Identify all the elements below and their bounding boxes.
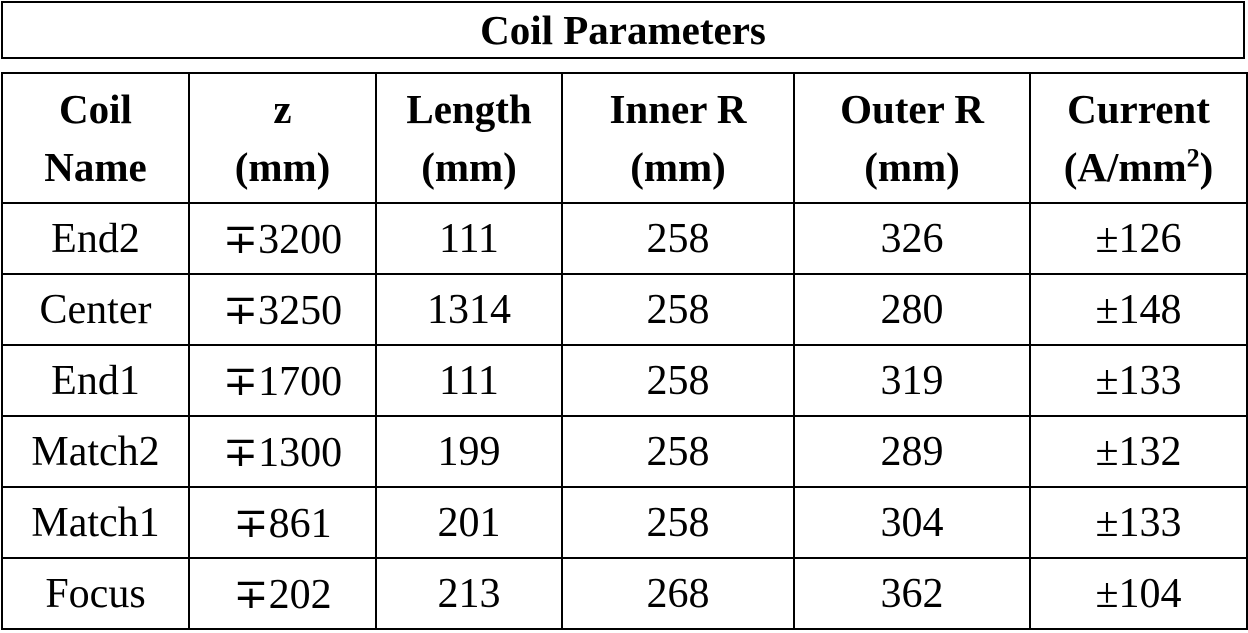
cell-z: ∓861	[188, 486, 377, 559]
cell-z: ∓3250	[188, 273, 377, 346]
cell-inner-r: 258	[561, 486, 795, 559]
cell-length: 1314	[375, 273, 563, 346]
superscript-2: 2	[1186, 143, 1200, 173]
header-coil-name: Coil Name	[1, 72, 190, 204]
cell-inner-r: 268	[561, 557, 795, 630]
table-row: Center ∓3250 1314 258 280 ±148	[1, 273, 1248, 346]
table-row: Match1 ∓861 201 258 304 ±133	[1, 486, 1248, 559]
header-z: z (mm)	[188, 72, 377, 204]
table-row: End1 ∓1700 111 258 319 ±133	[1, 344, 1248, 417]
cell-outer-r: 304	[793, 486, 1031, 559]
cell-current: ±104	[1029, 557, 1248, 630]
cell-length: 199	[375, 415, 563, 488]
table-title: Coil Parameters	[1, 1, 1245, 59]
cell-inner-r: 258	[561, 344, 795, 417]
cell-outer-r: 362	[793, 557, 1031, 630]
coil-parameters-table: Coil Name z (mm) Length (mm) Inner R (mm…	[1, 72, 1248, 630]
cell-current: ±132	[1029, 415, 1248, 488]
cell-length: 111	[375, 202, 563, 275]
cell-outer-r: 326	[793, 202, 1031, 275]
cell-z: ∓1300	[188, 415, 377, 488]
cell-z: ∓3200	[188, 202, 377, 275]
cell-length: 201	[375, 486, 563, 559]
cell-length: 213	[375, 557, 563, 630]
cell-inner-r: 258	[561, 273, 795, 346]
cell-z: ∓1700	[188, 344, 377, 417]
table-row: Match2 ∓1300 199 258 289 ±132	[1, 415, 1248, 488]
cell-outer-r: 280	[793, 273, 1031, 346]
cell-inner-r: 258	[561, 415, 795, 488]
header-row: Coil Name z (mm) Length (mm) Inner R (mm…	[1, 72, 1248, 204]
cell-length: 111	[375, 344, 563, 417]
cell-current: ±133	[1029, 486, 1248, 559]
cell-coil-name: Center	[1, 273, 190, 346]
cell-coil-name: End1	[1, 344, 190, 417]
cell-current: ±133	[1029, 344, 1248, 417]
header-length: Length (mm)	[375, 72, 563, 204]
header-current: Current (A/mm2)	[1029, 72, 1248, 204]
cell-outer-r: 319	[793, 344, 1031, 417]
header-outer-r: Outer R (mm)	[793, 72, 1031, 204]
cell-outer-r: 289	[793, 415, 1031, 488]
cell-inner-r: 258	[561, 202, 795, 275]
cell-current: ±148	[1029, 273, 1248, 346]
table-row: End2 ∓3200 111 258 326 ±126	[1, 202, 1248, 275]
cell-coil-name: Match2	[1, 415, 190, 488]
table-row: Focus ∓202 213 268 362 ±104	[1, 557, 1248, 630]
cell-z: ∓202	[188, 557, 377, 630]
table-title-text: Coil Parameters	[480, 7, 766, 53]
cell-coil-name: Match1	[1, 486, 190, 559]
cell-coil-name: End2	[1, 202, 190, 275]
header-inner-r: Inner R (mm)	[561, 72, 795, 204]
cell-current: ±126	[1029, 202, 1248, 275]
cell-coil-name: Focus	[1, 557, 190, 630]
